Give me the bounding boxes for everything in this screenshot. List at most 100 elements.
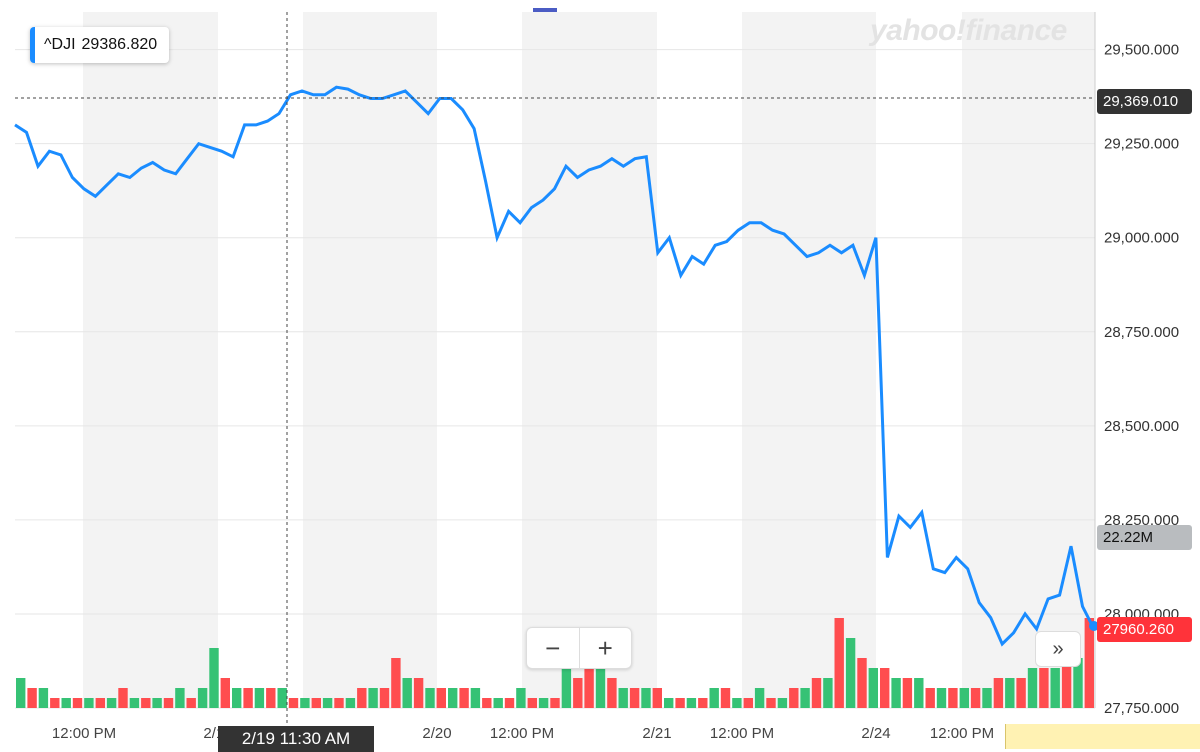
zoom-controls: − + [526,627,632,669]
volume-bar [675,698,685,708]
volume-bar [288,698,299,708]
volume-bar [527,698,537,708]
x-tick-label: 12:00 PM [710,725,774,742]
x-tick-label: 12:00 PM [52,725,116,742]
volume-bar [698,698,708,708]
volume-bar [618,688,628,708]
volume-bar [777,698,788,708]
volume-bar [970,688,981,708]
volume-bar [436,688,446,708]
volume-bar [38,688,49,708]
volume-bar [709,688,719,708]
volume-bar [732,698,742,708]
x-tick-label: 2/20 [422,725,451,742]
volume-bar [1039,668,1049,708]
x-tick-label: 2/24 [861,725,890,742]
volume-bar [482,698,492,708]
volume-bar [129,698,140,708]
volume-bar [800,688,810,708]
volume-bar [243,688,253,708]
volume-bar [413,678,424,708]
volume-bar [857,658,867,708]
volume-bar [1050,668,1060,708]
volume-bar [95,698,105,708]
volume-bar [754,688,765,708]
session-band [303,12,437,708]
highlight-strip [1005,724,1200,749]
volume-bar [118,688,128,708]
last-point-marker [1089,621,1099,631]
ticker-symbol: ^DJI [44,36,76,53]
volume-bar [300,698,310,708]
volume-bar [629,688,640,708]
volume-bar [982,688,992,708]
volume-bar [345,698,356,708]
volume-bar [311,698,321,708]
volume-bar [561,668,572,708]
volume-bar [880,668,890,708]
volume-bar [1073,658,1083,708]
volume-bar [402,678,412,708]
volume-bar [163,698,174,708]
volume-bar [470,688,481,708]
volume-bar [823,678,833,708]
volume-bar [1061,658,1072,708]
x-tick-label: 12:00 PM [490,725,554,742]
volume-bar [84,698,94,708]
volume-bar [254,688,265,708]
volume-bar [641,688,651,708]
volume-badge: 22.22M [1097,525,1192,550]
y-tick-label: 28,500.000 [1104,418,1179,435]
y-tick-label: 29,250.000 [1104,136,1179,153]
volume-bar [1027,668,1038,708]
y-tick-label: 29,000.000 [1104,230,1179,247]
volume-bar [573,678,583,708]
volume-bar [538,698,549,708]
ticker-value: 29386.820 [81,36,158,53]
volume-bar [277,688,287,708]
volume-bar [368,688,378,708]
session-band [522,12,657,708]
volume-bar [993,678,1004,708]
volume-bar [1084,618,1094,708]
volume-bar [186,698,196,708]
zoom-out-button[interactable]: − [527,628,580,668]
volume-bar [379,688,390,708]
volume-bar [232,688,242,708]
x-tick-label: 2/21 [642,725,671,742]
volume-bar [891,678,901,708]
volume-bar [652,688,662,708]
session-band [962,12,1095,708]
volume-bar [220,678,230,708]
y-tick-label: 28,750.000 [1104,324,1179,341]
price-line [14,85,1096,647]
volume-bar [845,638,856,708]
crosshair-price-badge: 29,369.010 [1097,89,1192,114]
volume-bar [834,618,844,708]
volume-bar [266,688,276,708]
session-band [742,12,876,708]
volume-bar [925,688,935,708]
volume-bar [197,688,208,708]
volume-bar [664,698,674,708]
volume-bar [550,698,560,708]
volume-bar [425,688,435,708]
volume-bar [720,688,731,708]
volume-bar [914,678,924,708]
volume-bar [152,698,162,708]
ticker-chip[interactable]: ^DJI 29386.820 [30,27,170,63]
volume-bar [789,688,799,708]
y-tick-label: 29,500.000 [1104,42,1179,59]
volume-bar [141,698,151,708]
volume-bar [61,698,71,708]
volume-bar [1016,678,1026,708]
volume-bar [448,688,458,708]
volume-bar [357,688,367,708]
last-price-badge: 27960.260 [1097,617,1192,642]
pan-right-button[interactable]: » [1035,631,1081,667]
volume-bar [175,688,185,708]
range-indicator [533,8,557,12]
zoom-in-button[interactable]: + [597,632,613,663]
volume-bar [936,688,947,708]
